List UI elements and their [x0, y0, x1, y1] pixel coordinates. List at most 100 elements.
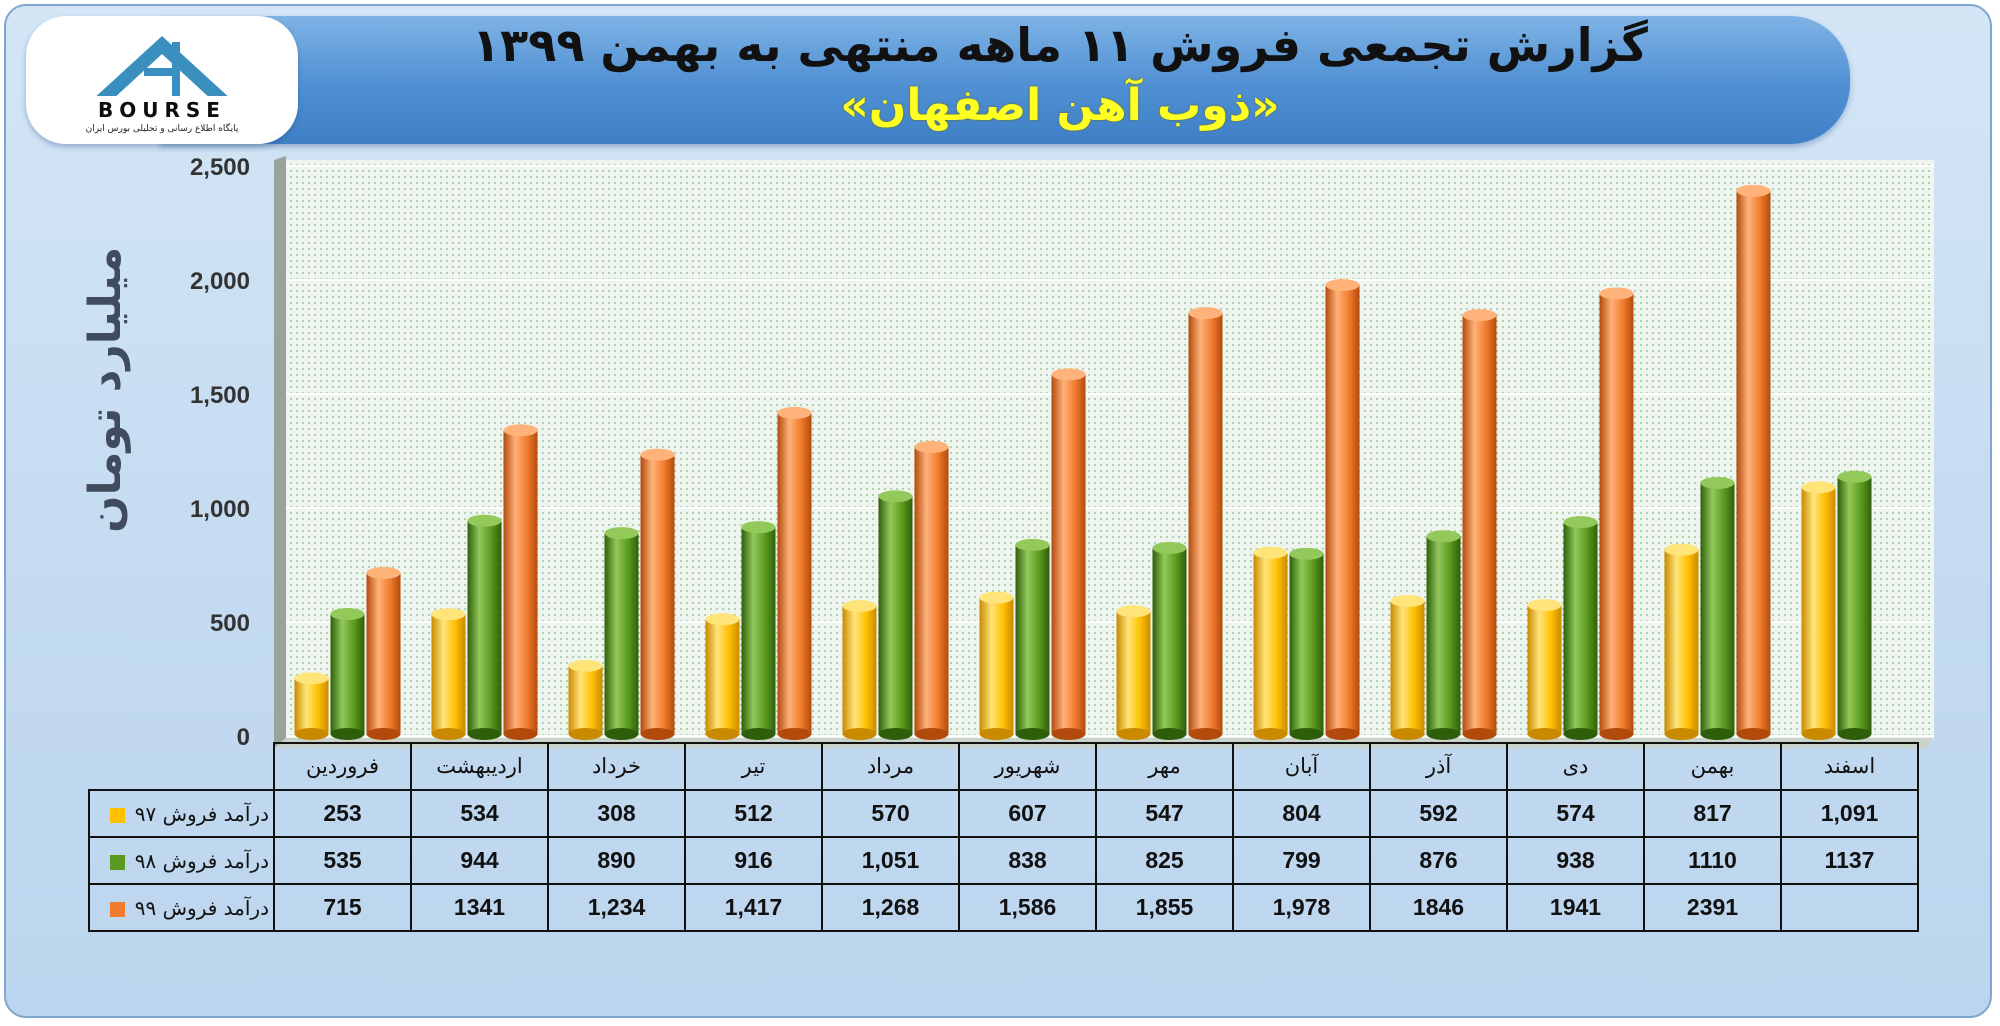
bar-top — [1801, 481, 1836, 494]
y-tick-label: 2,000 — [189, 268, 250, 295]
series-name: درآمد فروش ۹۷ — [134, 801, 269, 826]
bar-base — [1837, 728, 1872, 740]
bar — [640, 454, 675, 734]
bar-base — [1426, 728, 1461, 740]
data-label: 1,978 — [1232, 883, 1371, 932]
bourse-logo-icon — [92, 36, 232, 100]
legend-swatch — [109, 901, 125, 917]
bar — [1051, 374, 1086, 734]
data-table: فروردین اردیبهشت خرداد تیر مرداد شهریور مهر آبا… — [88, 742, 1919, 932]
bar — [1015, 544, 1050, 734]
data-label: 1,268 — [821, 883, 960, 932]
bar — [1152, 547, 1187, 734]
data-label: 916 — [684, 836, 823, 885]
bar-top — [330, 608, 365, 621]
bar — [1563, 522, 1598, 734]
y-tick-label: 1,000 — [189, 496, 250, 523]
bar-top — [1188, 307, 1223, 320]
bar-base — [431, 728, 466, 740]
bar — [1253, 552, 1288, 734]
bar-base — [1527, 728, 1562, 740]
bar-base — [1188, 728, 1223, 740]
bar-base — [604, 728, 639, 740]
legend-swatch — [109, 854, 125, 870]
bar-top — [914, 440, 949, 453]
data-label: 512 — [684, 789, 823, 838]
x-category-label: شهریور — [958, 742, 1097, 791]
data-label: 817 — [1643, 789, 1782, 838]
bar-base — [568, 728, 603, 740]
bar — [741, 527, 776, 734]
bar-top — [1736, 184, 1771, 197]
bar-top — [294, 672, 329, 685]
bar — [568, 665, 603, 734]
data-label: 938 — [1506, 836, 1645, 885]
bar-top — [1015, 538, 1050, 551]
bar-top — [1527, 599, 1562, 612]
x-category-label: فروردین — [273, 742, 412, 791]
bar — [1700, 482, 1735, 734]
bar — [1325, 285, 1360, 734]
bar-top — [1700, 476, 1735, 489]
bar-base — [1736, 728, 1771, 740]
y-tick-label: 1,500 — [189, 382, 250, 409]
bar-base — [979, 728, 1014, 740]
data-label: 1846 — [1369, 883, 1508, 932]
bar — [1801, 487, 1836, 734]
bar — [914, 446, 949, 734]
x-category-label: اسفند — [1780, 742, 1919, 791]
legend-entry: درآمد فروش ۹۹ — [88, 883, 275, 932]
data-label: 2391 — [1643, 883, 1782, 932]
bar-base — [467, 728, 502, 740]
table-corner — [89, 743, 275, 791]
data-label: 570 — [821, 789, 960, 838]
bourse-logo: BOURSE پایگاه اطلاع رسانی و تحلیلی بورس … — [26, 16, 298, 144]
x-category-label: آذر — [1369, 742, 1508, 791]
bar-top — [431, 608, 466, 621]
y-axis-label: میلیارد تومان — [80, 246, 131, 534]
data-label: 1941 — [1506, 883, 1645, 932]
table-row: درآمد فروش ۹۸ 535 944 890 916 1,051 838 825 799 8… — [88, 836, 1919, 885]
data-label: 1137 — [1780, 836, 1919, 885]
bar-top — [1390, 595, 1425, 608]
bar — [1390, 601, 1425, 734]
x-category-label: خرداد — [547, 742, 686, 791]
bar-base — [330, 728, 365, 740]
bar-top — [1462, 309, 1497, 322]
bar-top — [741, 521, 776, 534]
bar-base — [1390, 728, 1425, 740]
bar-base — [777, 728, 812, 740]
bar-base — [640, 728, 675, 740]
bar-top — [640, 448, 675, 461]
bar-top — [979, 591, 1014, 604]
bar-base — [1152, 728, 1187, 740]
data-label: 574 — [1506, 789, 1645, 838]
data-label: 890 — [547, 836, 686, 885]
data-label: 607 — [958, 789, 1097, 838]
chart-subtitle: «ذوب آهن اصفهان» — [840, 80, 1280, 131]
bar-top — [1289, 547, 1324, 560]
data-label: 535 — [273, 836, 412, 885]
data-label: 825 — [1095, 836, 1234, 885]
bar — [777, 412, 812, 734]
chart-title: گزارش تجمعی فروش ۱۱ ماهه منتهی به بهمن ۱… — [472, 18, 1648, 72]
bar-base — [1051, 728, 1086, 740]
bar-top — [1325, 279, 1360, 292]
bar — [366, 572, 401, 734]
bar — [1426, 536, 1461, 734]
data-label: 1,855 — [1095, 883, 1234, 932]
title-banner — [160, 16, 1850, 144]
bar — [431, 614, 466, 734]
bar — [294, 678, 329, 734]
data-label: 253 — [273, 789, 412, 838]
bar-base — [705, 728, 740, 740]
gridlines — [286, 165, 1934, 737]
bar-top — [705, 613, 740, 626]
bar — [1289, 553, 1324, 734]
data-label: 1,051 — [821, 836, 960, 885]
bar-top — [842, 600, 877, 613]
bar-top — [366, 566, 401, 579]
bar-base — [366, 728, 401, 740]
x-category-label: مرداد — [821, 742, 960, 791]
